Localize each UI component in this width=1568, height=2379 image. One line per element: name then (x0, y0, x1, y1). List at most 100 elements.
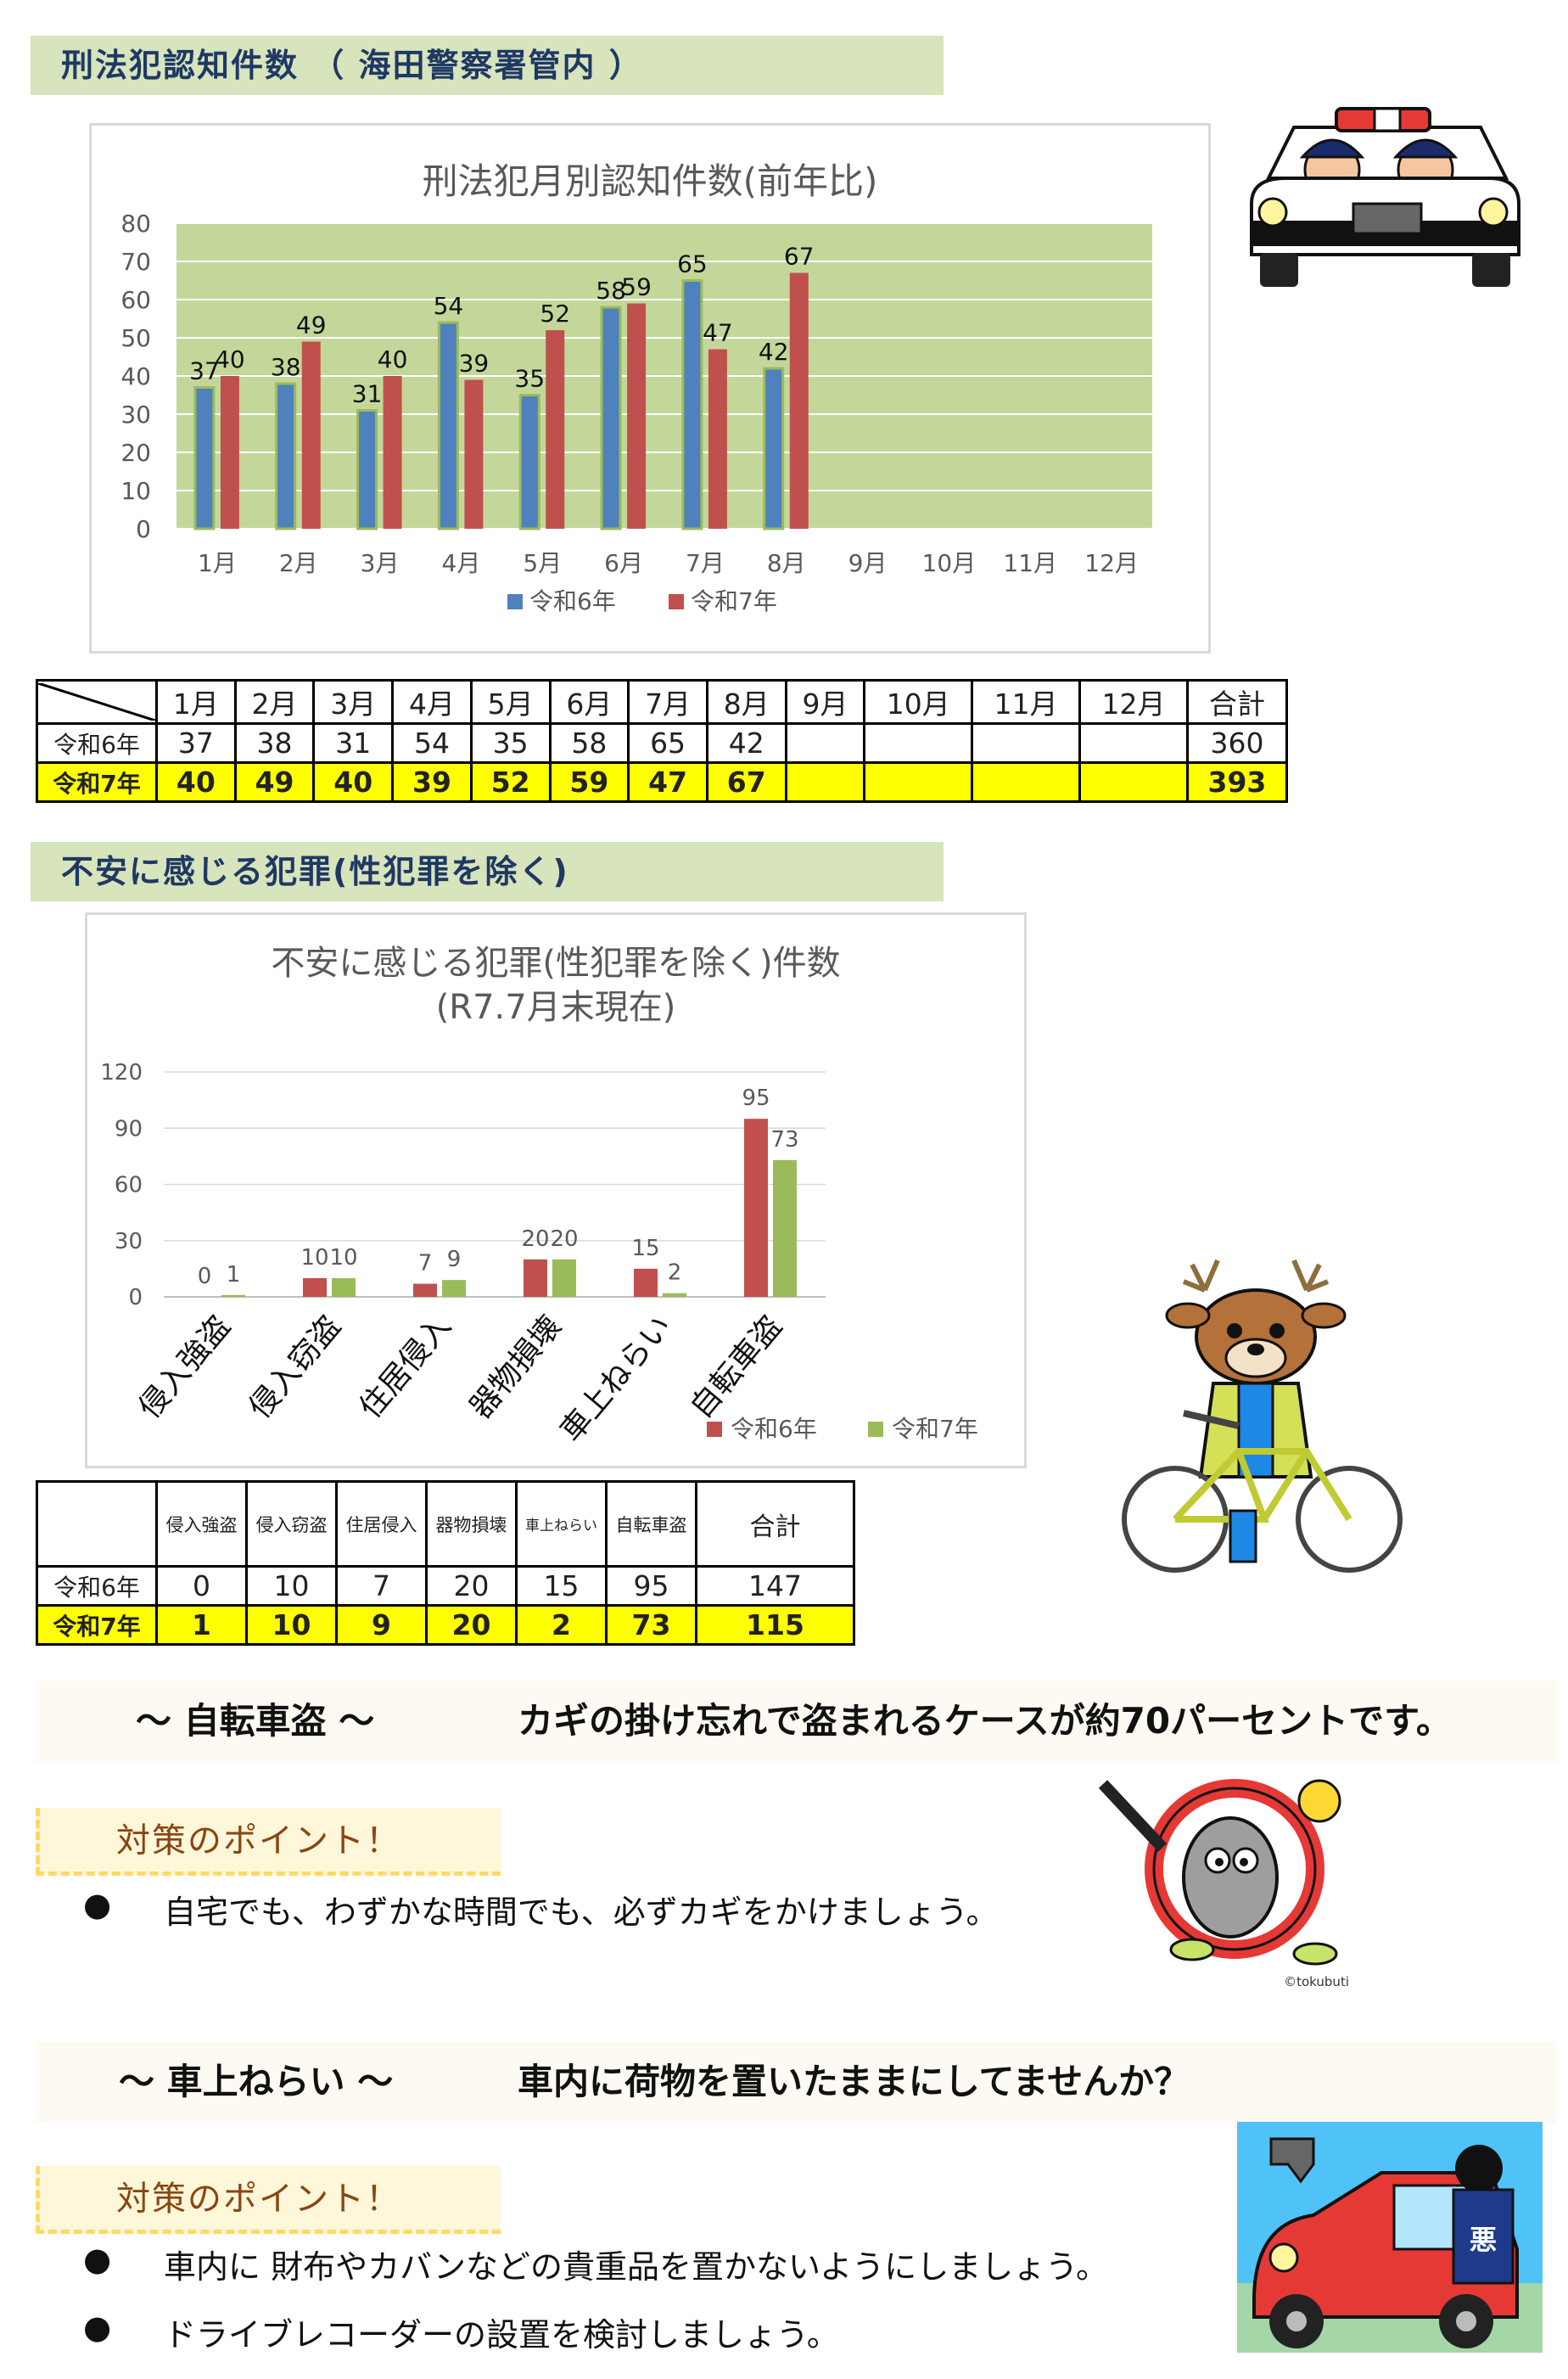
bar (600, 306, 622, 530)
x-tick-label: 7月 (686, 549, 725, 577)
table-header: 7月 (627, 679, 708, 725)
bar (221, 1294, 245, 1297)
x-tick-label: 自転車盗 (684, 1309, 789, 1425)
deer-bicycle-illustration (1112, 1256, 1417, 1587)
data-label: 52 (540, 300, 570, 328)
table-cell (784, 722, 866, 764)
legend-swatch (507, 594, 523, 609)
x-tick-label: 8月 (767, 549, 806, 577)
bar (442, 1280, 466, 1297)
bullet-text: 車内に 財布やカバンなどの貴重品を置かないようにしましょう。 (164, 2248, 1108, 2286)
bar (301, 341, 321, 529)
table-header: 2月 (233, 679, 316, 725)
illustration-credit: ©tokubuti (1284, 1974, 1349, 1989)
table-header: 9月 (784, 679, 866, 725)
x-tick-label: 1月 (198, 549, 237, 577)
bar (413, 1283, 437, 1297)
table-cell (863, 722, 974, 764)
points-title: 対策のポイント！ (116, 1821, 401, 1860)
table-cell: 20 (425, 1604, 518, 1646)
bar (275, 382, 297, 530)
table-header: 1月 (155, 679, 237, 725)
table-cell: 115 (695, 1604, 855, 1646)
row-label: 令和7年 (36, 761, 158, 803)
table-cell (971, 761, 1082, 803)
x-tick-label: 4月 (442, 549, 481, 577)
table-cell: 40 (312, 761, 395, 803)
bar (437, 321, 459, 530)
x-tick-label: 10月 (922, 549, 977, 577)
table-row: 令和7年 40 49 40 39 52 59 47 67 393 (36, 761, 1289, 803)
section-title: 刑法犯認知件数 （ 海田警察署管内 ） (61, 47, 643, 84)
bar (220, 376, 239, 529)
table-cell: 9 (335, 1604, 428, 1646)
y-tick-label: 10 (120, 477, 151, 505)
table-cell: 2 (515, 1604, 608, 1646)
table-header: 11月 (971, 679, 1082, 725)
table-cell: 39 (391, 761, 473, 803)
table-header: 合計 (1185, 679, 1289, 725)
y-tick-label: 60 (120, 286, 151, 314)
bar (708, 349, 727, 529)
data-label: 38 (271, 353, 301, 381)
table-header: 侵入強盗 (155, 1480, 248, 1568)
table-corner (36, 1480, 158, 1568)
x-tick-label: 6月 (604, 549, 643, 577)
data-label: 35 (514, 365, 545, 393)
y-tick-label: 120 (100, 1060, 143, 1086)
bar (518, 394, 540, 530)
data-label: 73 (770, 1127, 798, 1153)
data-label: 9 (447, 1247, 462, 1272)
legend-label: 令和6年 (529, 587, 616, 615)
list-item: ● 自宅でも、わずかな時間でも、必ずカギをかけましょう。 (83, 1886, 1101, 1931)
table-cell: 47 (627, 761, 708, 803)
y-tick-label: 0 (128, 1285, 143, 1310)
bar (744, 1119, 768, 1297)
police-car-illustration (1235, 93, 1532, 306)
chart-subtitle: (R7.7月末現在) (436, 988, 676, 1027)
bar (552, 1259, 576, 1297)
data-label: 20 (550, 1226, 578, 1252)
bar (773, 1159, 797, 1297)
legend-swatch (868, 1422, 883, 1437)
chart-title: 不安に感じる犯罪(性犯罪を除く)件数 (271, 944, 840, 983)
bar (546, 330, 565, 529)
bullet-text: 自宅でも、わずかな時間でも、必ずカギをかけましょう。 (164, 1894, 999, 1931)
data-label: 95 (742, 1086, 770, 1111)
monthly-crime-table: 1月 2月 3月 4月 5月 6月 7月 8月 9月 10月 11月 12月 合… (36, 679, 1289, 803)
monthly-crime-chart: 刑法犯月別認知件数(前年比) 0 10 20 30 40 50 60 70 80 1月 37 40 2月… (89, 123, 1211, 654)
table-row: 令和6年 37 38 31 54 35 58 65 42 360 (36, 722, 1289, 764)
y-tick-label: 30 (120, 401, 151, 429)
x-tick-label: 11月 (1003, 549, 1057, 577)
bar (681, 279, 703, 530)
table-cell: 393 (1185, 761, 1289, 803)
bullet-icon: ● (83, 2241, 112, 2278)
y-tick-label: 60 (115, 1173, 143, 1198)
bike-theft-banner: ～ 自転車盗 ～ カギの掛け忘れで盗まれるケースが約70パーセントです。 (36, 1680, 1556, 1762)
row-label: 令和6年 (36, 1565, 158, 1607)
table-cell: 35 (469, 722, 552, 764)
bar (763, 367, 785, 530)
list-item: ● ドライブレコーダーの設置を検討しましょう。 (83, 2309, 1186, 2354)
bar (464, 379, 484, 529)
bar (383, 376, 402, 529)
data-label: 1 (227, 1262, 241, 1288)
table-header: 3月 (312, 679, 395, 725)
bullet-text: ドライブレコーダーの設置を検討しましょう。 (164, 2316, 839, 2354)
bar (356, 409, 378, 530)
data-label: 54 (434, 292, 464, 320)
table-cell: 10 (245, 1565, 338, 1607)
bike-theft-heading: ～ 自転車盗 ～ (136, 1700, 375, 1742)
row-label: 令和7年 (36, 1604, 158, 1646)
data-label: 59 (621, 273, 652, 301)
data-label: 42 (759, 338, 789, 366)
table-cell: 7 (335, 1565, 428, 1607)
table-cell: 20 (425, 1565, 518, 1607)
data-label: 10 (329, 1245, 357, 1271)
table-cell: 360 (1185, 722, 1289, 764)
data-label: 40 (215, 345, 245, 373)
table-cell: 59 (548, 761, 630, 803)
car-theft-message: 車内に荷物を置いたままにしてませんか？ (518, 2061, 1190, 2102)
data-label: 20 (521, 1226, 549, 1252)
data-label: 47 (703, 319, 733, 347)
